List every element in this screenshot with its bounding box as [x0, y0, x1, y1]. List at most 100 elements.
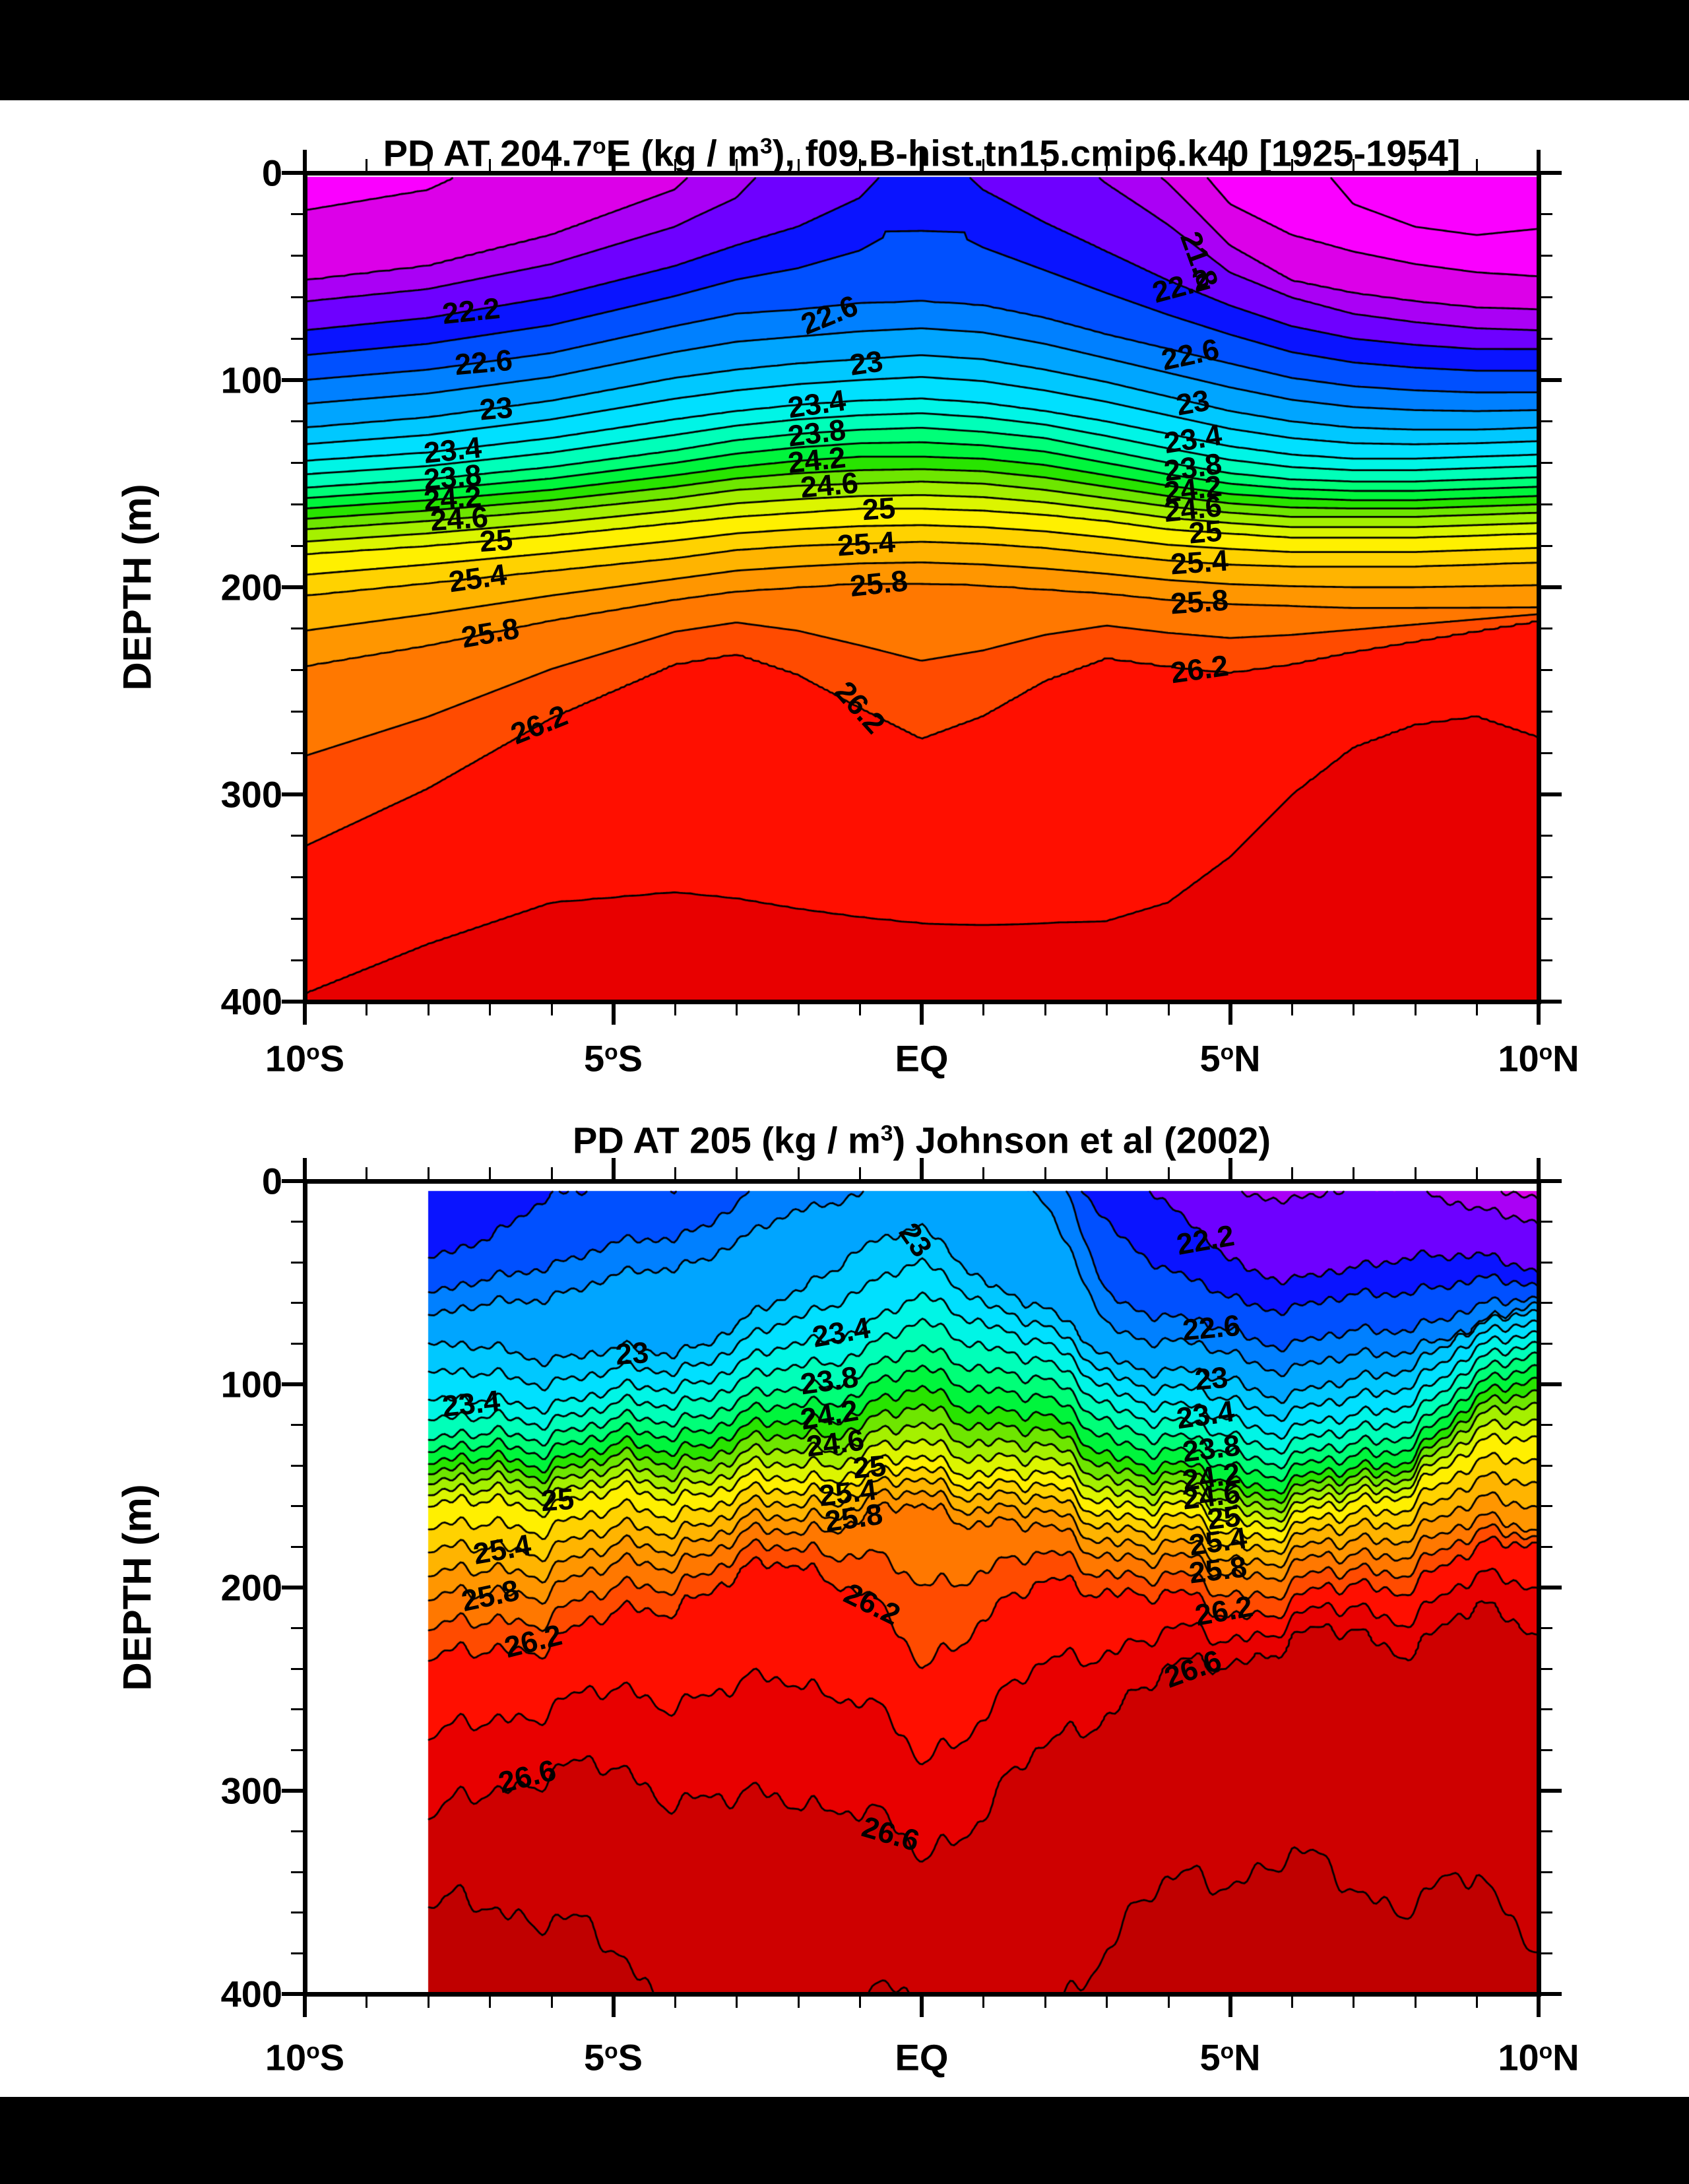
contour-label: 22.6	[1181, 1308, 1242, 1347]
x-tick	[1353, 1167, 1354, 1179]
y-axis-title-observation: DEPTH (m)	[115, 1484, 160, 1691]
x-tick	[1476, 159, 1478, 171]
y-tick	[1541, 1505, 1552, 1508]
y-tick	[1541, 1261, 1552, 1264]
y-tick-label: 200	[220, 1566, 282, 1609]
x-tick	[920, 1004, 924, 1025]
x-tick	[303, 1996, 307, 2017]
y-tick	[291, 710, 303, 713]
y-tick	[1541, 1992, 1562, 1996]
y-tick	[291, 1708, 303, 1711]
x-tick	[674, 159, 676, 171]
x-tick	[797, 1004, 800, 1015]
x-tick	[550, 1004, 553, 1015]
y-tick	[1541, 959, 1552, 961]
y-tick	[1541, 876, 1552, 879]
y-tick	[291, 420, 303, 423]
y-tick	[1541, 752, 1552, 754]
y-axis-title-model: DEPTH (m)	[115, 484, 160, 691]
x-tick	[982, 1004, 984, 1015]
y-tick	[1541, 627, 1552, 630]
y-tick	[1541, 710, 1552, 713]
x-tick	[736, 1004, 738, 1015]
y-tick	[1541, 1179, 1562, 1183]
y-tick	[291, 1830, 303, 1833]
x-tick	[1537, 1996, 1541, 2017]
bottom-border-band	[0, 2097, 1689, 2184]
y-tick	[282, 1000, 303, 1004]
y-tick	[1541, 1302, 1552, 1304]
y-tick	[291, 1302, 303, 1304]
x-tick	[366, 1004, 367, 1015]
y-tick-label: 100	[220, 1363, 282, 1405]
x-tick	[366, 159, 367, 171]
contour-label: 25	[1187, 513, 1224, 550]
x-tick	[303, 1004, 307, 1025]
x-tick	[1044, 1167, 1046, 1179]
x-tick	[1044, 1996, 1046, 2008]
contour-label: 23.4	[1174, 1394, 1237, 1436]
x-tick	[1476, 1167, 1478, 1179]
x-tick	[550, 1996, 553, 2008]
y-tick-label: 300	[220, 773, 282, 816]
x-tick-label: EQ	[895, 2036, 949, 2078]
x-tick	[1228, 1996, 1232, 2017]
x-tick	[1537, 1004, 1541, 1025]
y-tick-label: 400	[220, 980, 282, 1023]
y-tick	[1541, 835, 1552, 837]
contour-label: 23.4	[441, 1383, 502, 1423]
y-tick	[291, 1952, 303, 1954]
y-tick-label: 300	[220, 1770, 282, 1812]
x-tick	[982, 1996, 984, 2008]
y-tick-label: 400	[220, 1973, 282, 2015]
y-tick	[291, 1749, 303, 1751]
contour-label: 23	[847, 344, 885, 382]
x-tick	[1106, 1996, 1108, 2008]
x-tick	[982, 1167, 984, 1179]
contour-label: 23	[1174, 383, 1213, 422]
y-tick-label: 0	[261, 152, 282, 194]
y-tick	[282, 792, 303, 796]
x-tick	[489, 1167, 491, 1179]
x-tick-label: 10oS	[265, 2036, 345, 2078]
y-tick	[291, 296, 303, 298]
y-tick	[291, 959, 303, 961]
x-tick	[427, 1167, 430, 1179]
x-tick	[1353, 159, 1354, 171]
contour-label: 25.4	[836, 525, 897, 563]
plot-title-observation: PD AT 205 (kg / m3) Johnson et al (2002)	[572, 1119, 1271, 1161]
y-tick	[282, 171, 303, 175]
y-tick	[291, 1505, 303, 1508]
y-tick	[1541, 669, 1552, 672]
x-tick	[920, 1158, 924, 1179]
y-tick	[291, 752, 303, 754]
x-tick	[303, 150, 307, 171]
contour-label: 25.4	[446, 557, 509, 599]
y-tick	[291, 544, 303, 547]
y-tick	[1541, 917, 1552, 920]
contour-label: 25	[478, 522, 514, 558]
y-tick	[282, 1382, 303, 1386]
observation-contour-canvas	[305, 1181, 1539, 1994]
x-tick	[1537, 150, 1541, 171]
contour-label: 23	[478, 390, 515, 427]
x-tick	[736, 159, 738, 171]
x-tick	[1353, 1004, 1354, 1015]
x-tick-label: 5oN	[1199, 2036, 1261, 2078]
contour-label: 22.6	[453, 342, 514, 382]
x-tick	[1106, 1004, 1108, 1015]
x-tick	[1414, 159, 1417, 171]
y-tick	[1541, 585, 1562, 589]
y-tick	[291, 337, 303, 340]
y-tick	[1541, 1545, 1552, 1548]
x-tick	[1228, 1004, 1232, 1025]
contour-label: 25.8	[1169, 583, 1230, 621]
x-tick	[859, 1004, 861, 1015]
x-tick	[427, 1996, 430, 2008]
y-tick	[291, 1871, 303, 1873]
model-contour-canvas	[305, 173, 1539, 1002]
y-tick	[291, 1424, 303, 1427]
y-tick	[1541, 792, 1562, 796]
x-tick-label: 5oN	[1199, 1037, 1261, 1079]
